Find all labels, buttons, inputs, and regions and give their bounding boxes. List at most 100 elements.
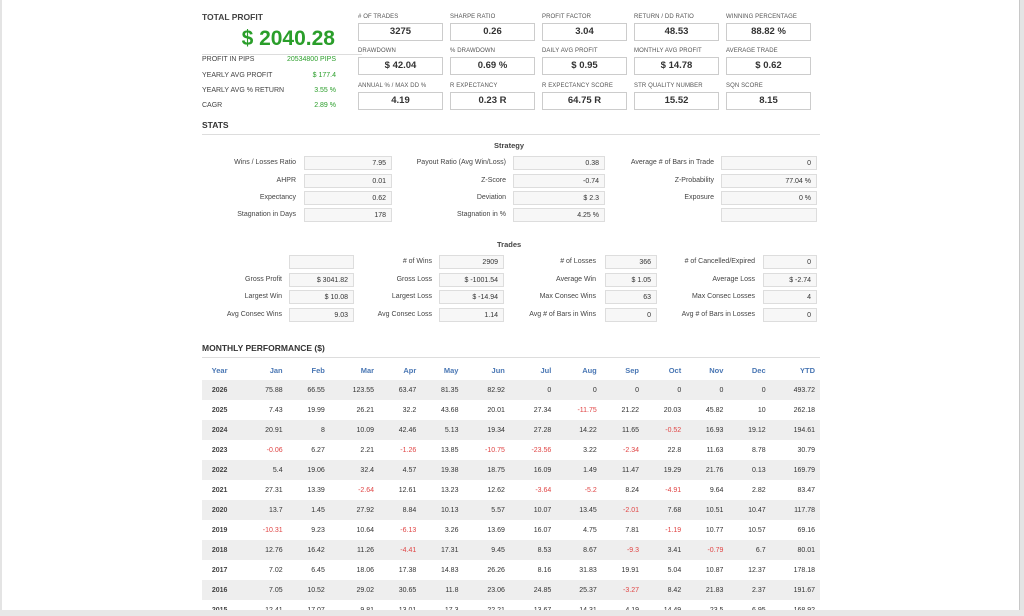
year-cell: 2016 [202, 580, 242, 600]
stat-label: Exposure [684, 194, 714, 201]
trade-value: 63 [605, 290, 657, 304]
month-value-cell: 27.28 [509, 420, 557, 440]
month-value-cell: 0 [556, 380, 602, 400]
trade-label: Largest Win [244, 293, 282, 300]
month-value-cell: 13.67 [533, 606, 552, 611]
month-value-cell: 8.84 [379, 500, 422, 520]
month-value-cell: 16.07 [533, 526, 552, 534]
month-value-cell: 27.92 [329, 500, 380, 520]
horizontal-scrollbar[interactable] [0, 610, 1024, 616]
total-profit-value: $ 2040.28 [202, 27, 362, 55]
month-value-cell: 9.45 [463, 540, 510, 560]
year-cell: 2015 [211, 606, 228, 611]
month-value-cell: 5.13 [421, 420, 464, 440]
month-value-cell: 14.31 [579, 606, 597, 611]
month-value-cell: 20.01 [487, 406, 505, 414]
metric-value: 4.19 [358, 92, 443, 110]
month-value-cell: 17.07 [307, 606, 325, 611]
month-value-cell: 12.61 [398, 486, 417, 494]
trades-title: Trades [497, 240, 522, 249]
table-row: 2022 5.4 19.06 32.4 4.57 19.38 18.75 16.09 1.49 1… [202, 460, 820, 480]
summary-label: YEARLY AVG % RETURN [202, 87, 285, 94]
year-cell: 2019 [211, 526, 228, 534]
month-value-cell: 13.7 [241, 500, 288, 520]
month-value-cell: 32.4 [329, 460, 380, 480]
month-value-cell: 82.92 [463, 380, 510, 400]
month-value-cell: 7.81 [625, 526, 639, 534]
trade-label: Largest Loss [391, 293, 432, 300]
trade-value: 1.14 [439, 308, 504, 322]
table-row: 2021 27.31 13.39 -2.64 12.61 13.23 12.62 -3.64 -… [202, 480, 820, 500]
month-value-cell: 25.37 [556, 580, 602, 600]
month-value-cell: 10.09 [329, 420, 380, 440]
metric-value: 8.15 [726, 92, 811, 110]
month-value-cell: 43.68 [440, 406, 459, 414]
month-value-cell: 13.39 [307, 486, 325, 494]
trade-label: Avg Consec Wins [226, 311, 282, 318]
column-header-mar: Mar [360, 365, 375, 375]
year-cell: 2023 [211, 446, 228, 454]
metric-pct-drawdown: % DRAWDOWN 0.69 % [450, 48, 535, 75]
month-value-cell: 12.41 [265, 606, 283, 611]
metric-winning-pct: WINNING PERCENTAGE 88.82 % [726, 14, 811, 41]
trade-value: $ -14.94 [439, 290, 504, 304]
trade-value: 0 [763, 308, 817, 322]
summary-value: 3.55 % [314, 87, 336, 94]
month-value-cell: 21.22 [621, 406, 639, 414]
month-value-cell: -2.01 [601, 500, 644, 520]
table-row: 2024 20.91 8 10.09 42.46 5.13 19.34 27.28 14.22 1… [202, 420, 820, 440]
metric-value: $ 14.78 [634, 57, 719, 75]
month-value-cell: -3.64 [535, 486, 552, 494]
column-header-ytd: YTD [800, 365, 815, 375]
month-value-cell: 10.47 [728, 500, 771, 520]
month-value-cell: 19.06 [287, 460, 330, 480]
metric-label: MONTHLY AVG PROFIT [634, 48, 702, 54]
year-cell: 2020 [202, 500, 242, 520]
month-value-cell: 5.57 [463, 500, 510, 520]
stat-label: AHPR [276, 177, 296, 184]
month-value-cell: 11.63 [706, 446, 724, 454]
month-value-cell: 10.13 [421, 500, 464, 520]
month-value-cell: -2.64 [358, 486, 375, 494]
month-value-cell: 194.61 [770, 420, 820, 440]
month-value-cell: 13.69 [487, 526, 505, 534]
month-value-cell: 24.85 [509, 580, 557, 600]
metric-value: 64.75 R [542, 92, 627, 110]
metric-label: # OF TRADES [358, 14, 399, 20]
month-value-cell: 8.42 [644, 580, 687, 600]
summary-value: $ 177.4 [312, 72, 336, 79]
column-header-jun: Jun [491, 365, 505, 375]
month-value-cell: 30.79 [797, 446, 815, 454]
trade-value: $ 3041.82 [289, 273, 354, 287]
month-value-cell: 12.62 [487, 486, 505, 494]
month-value-cell: 17.38 [398, 566, 417, 574]
month-value-cell: -0.79 [686, 540, 729, 560]
metric-label: WINNING PERCENTAGE [726, 14, 798, 20]
month-value-cell: 27.31 [265, 486, 283, 494]
table-row: 2019 -10.31 9.23 10.64 -6.13 3.26 13.69 16.07 4.… [202, 520, 820, 540]
metric-value: 0.26 [450, 23, 535, 41]
month-value-cell: 11.8 [421, 580, 464, 600]
month-value-cell: -0.06 [266, 446, 283, 454]
trade-value: 0 [763, 255, 817, 269]
month-value-cell: 11.26 [329, 540, 380, 560]
month-value-cell: 30.65 [379, 580, 422, 600]
trade-label: # of Losses [560, 258, 596, 265]
summary-label: CAGR [202, 102, 223, 109]
column-header-apr: Apr [403, 365, 417, 375]
table-row: 2016 7.05 10.52 29.02 30.65 11.8 23.06 24.85 25.… [202, 580, 820, 600]
table-row: 2023 -0.06 6.27 2.21 -1.26 13.85 -10.75 -23.56 3… [202, 440, 820, 460]
month-value-cell: 19.29 [644, 460, 687, 480]
month-value-cell: 20.91 [241, 420, 288, 440]
month-value-cell: -2.34 [623, 446, 639, 454]
column-header-dec: Dec [751, 365, 766, 375]
metric-value: 15.52 [634, 92, 719, 110]
month-value-cell: 12.37 [748, 566, 766, 574]
stat-value: 0 [721, 156, 817, 170]
metric-annual-maxdd: ANNUAL % / MAX DD % 4.19 [358, 83, 443, 110]
metric-drawdown: DRAWDOWN $ 42.04 [358, 48, 443, 75]
month-value-cell: -4.91 [665, 486, 682, 494]
trade-label: Average Win [556, 276, 596, 283]
month-value-cell: 13.45 [556, 500, 602, 520]
month-value-cell: 12.76 [241, 540, 288, 560]
